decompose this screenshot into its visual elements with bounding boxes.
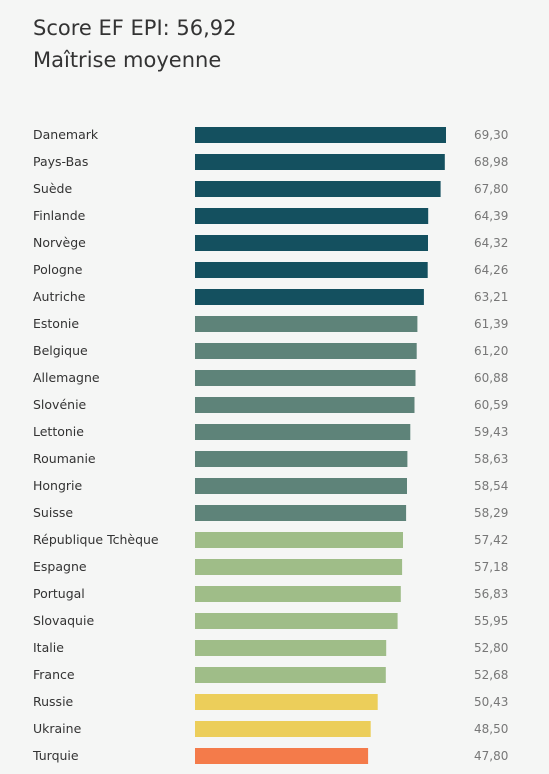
category-label-slovenie: Slovénie bbox=[33, 397, 87, 412]
value-label-turquie: 47,80 bbox=[474, 749, 508, 763]
value-label-ukraine: 48,50 bbox=[474, 722, 508, 736]
value-label-lettonie: 59,43 bbox=[474, 425, 508, 439]
bar-belgique bbox=[195, 343, 417, 359]
value-label-slovaquie: 55,95 bbox=[474, 614, 508, 628]
value-label-pays-bas: 68,98 bbox=[474, 155, 508, 169]
category-label-espagne: Espagne bbox=[33, 559, 87, 574]
category-label-norvege: Norvège bbox=[33, 235, 86, 250]
bar-suisse bbox=[195, 505, 407, 521]
bar-ukraine bbox=[195, 721, 371, 737]
category-label-suede: Suède bbox=[33, 181, 72, 196]
bar-italie bbox=[195, 640, 387, 656]
bar-suede bbox=[195, 181, 441, 197]
bar-slovenie bbox=[195, 397, 415, 413]
category-label-suisse: Suisse bbox=[33, 505, 73, 520]
bar-estonie bbox=[195, 316, 418, 332]
bar-finlande bbox=[195, 208, 429, 224]
bar-pays-bas bbox=[195, 154, 445, 170]
category-label-republique-tcheque: République Tchèque bbox=[33, 532, 159, 547]
bar-slovaquie bbox=[195, 613, 398, 629]
category-label-france: France bbox=[33, 667, 75, 682]
bar-norvege bbox=[195, 235, 428, 251]
bar-lettonie bbox=[195, 424, 411, 440]
bar-roumanie bbox=[195, 451, 408, 467]
category-label-italie: Italie bbox=[33, 640, 64, 655]
value-label-republique-tcheque: 57,42 bbox=[474, 533, 508, 547]
bar-pologne bbox=[195, 262, 428, 278]
value-label-suisse: 58,29 bbox=[474, 506, 508, 520]
bar-russie bbox=[195, 694, 378, 710]
bar-autriche bbox=[195, 289, 424, 305]
bar-espagne bbox=[195, 559, 403, 575]
category-label-slovaquie: Slovaquie bbox=[33, 613, 94, 628]
value-label-norvege: 64,32 bbox=[474, 236, 508, 250]
value-label-russie: 50,43 bbox=[474, 695, 508, 709]
category-label-finlande: Finlande bbox=[33, 208, 86, 223]
value-label-autriche: 63,21 bbox=[474, 290, 508, 304]
bar-hongrie bbox=[195, 478, 407, 494]
value-label-allemagne: 60,88 bbox=[474, 371, 508, 385]
value-label-pologne: 64,26 bbox=[474, 263, 508, 277]
bar-france bbox=[195, 667, 386, 683]
value-label-portugal: 56,83 bbox=[474, 587, 508, 601]
chart-subtitle: Maîtrise moyenne bbox=[33, 48, 222, 72]
value-label-france: 52,68 bbox=[474, 668, 508, 682]
bar-turquie bbox=[195, 748, 369, 764]
bar-danemark bbox=[195, 127, 446, 143]
bar-allemagne bbox=[195, 370, 416, 386]
value-label-espagne: 57,18 bbox=[474, 560, 508, 574]
category-label-turquie: Turquie bbox=[32, 748, 79, 763]
category-label-ukraine: Ukraine bbox=[33, 721, 82, 736]
category-label-allemagne: Allemagne bbox=[33, 370, 100, 385]
category-label-estonie: Estonie bbox=[33, 316, 79, 331]
category-label-lettonie: Lettonie bbox=[33, 424, 84, 439]
category-label-russie: Russie bbox=[33, 694, 74, 709]
value-label-danemark: 69,30 bbox=[474, 128, 508, 142]
category-label-autriche: Autriche bbox=[33, 289, 86, 304]
category-label-belgique: Belgique bbox=[33, 343, 88, 358]
category-label-pologne: Pologne bbox=[33, 262, 83, 277]
value-label-belgique: 61,20 bbox=[474, 344, 508, 358]
chart-title: Score EF EPI: 56,92 bbox=[33, 16, 237, 40]
category-label-portugal: Portugal bbox=[33, 586, 85, 601]
value-label-finlande: 64,39 bbox=[474, 209, 508, 223]
bar-republique-tcheque bbox=[195, 532, 403, 548]
category-label-roumanie: Roumanie bbox=[33, 451, 96, 466]
value-label-roumanie: 58,63 bbox=[474, 452, 508, 466]
category-label-hongrie: Hongrie bbox=[33, 478, 83, 493]
category-label-danemark: Danemark bbox=[33, 127, 99, 142]
category-label-pays-bas: Pays-Bas bbox=[33, 154, 88, 169]
value-label-suede: 67,80 bbox=[474, 182, 508, 196]
value-label-hongrie: 58,54 bbox=[474, 479, 508, 493]
value-label-slovenie: 60,59 bbox=[474, 398, 508, 412]
value-label-estonie: 61,39 bbox=[474, 317, 508, 331]
value-label-italie: 52,80 bbox=[474, 641, 508, 655]
bar-portugal bbox=[195, 586, 401, 602]
